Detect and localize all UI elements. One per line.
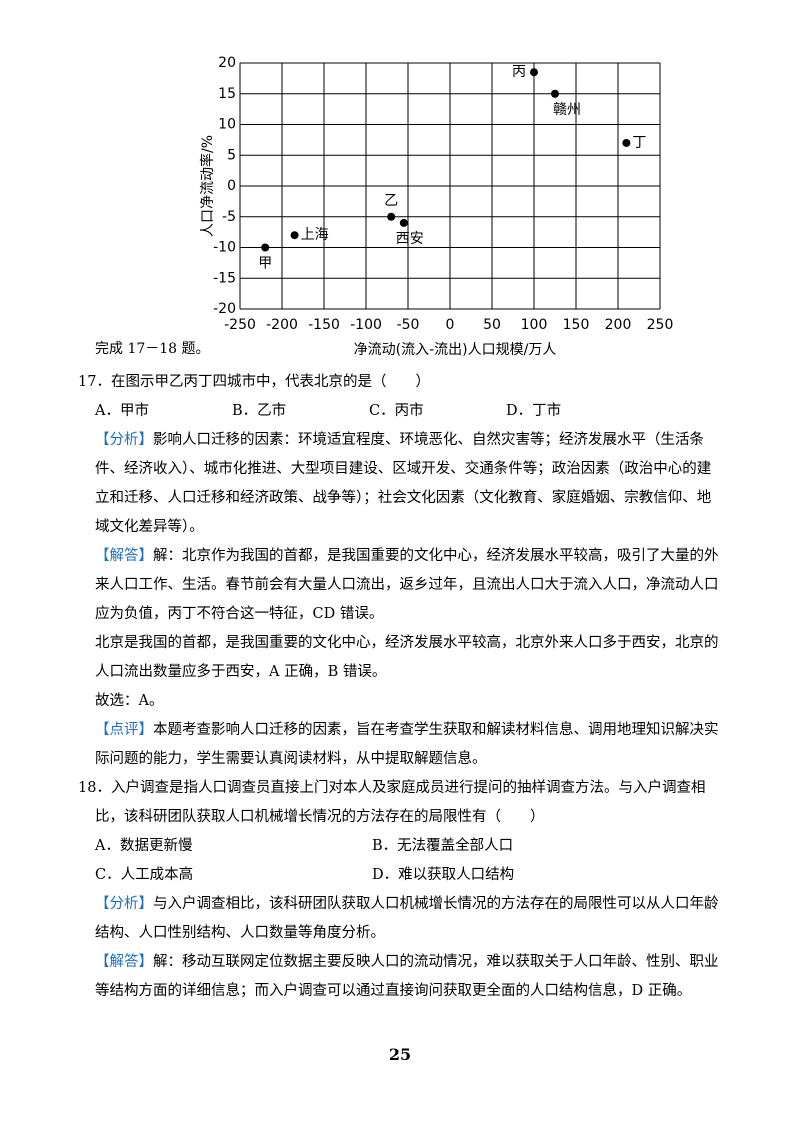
y-tick-label: 15 xyxy=(218,86,236,102)
chart: 净流动(流入-流出)人口规模/万人 人口净流动率/% -250 -200 -150-… xyxy=(199,55,674,358)
x-tick-label: -250 xyxy=(224,317,256,333)
stem-text: 在图示甲乙丙丁四城市中，代表北京的是（ ） xyxy=(110,374,430,390)
paragraph-text: 影响人口迁移的因素：环境适宜程度、环境恶化、自然灾害等；经济发展水平（生活条件、… xyxy=(95,432,712,535)
y-tick-label: -10 xyxy=(213,240,236,256)
point xyxy=(622,138,631,147)
y-tick-label: -15 xyxy=(213,270,236,286)
point-label: 上海 xyxy=(301,227,329,243)
point-label: 丁 xyxy=(632,135,646,151)
paragraph: 故选：A。 xyxy=(95,687,720,716)
option: D．难以获取人口结构 xyxy=(372,867,515,883)
intro: 完成 17－18 题。 xyxy=(95,341,210,357)
point-label: 西安 xyxy=(396,231,424,247)
point-label: 甲 xyxy=(258,256,272,272)
option: B．乙市 xyxy=(232,403,287,419)
y-tick-label: -20 xyxy=(213,301,236,317)
x-tick-label: -150 xyxy=(308,317,340,333)
option: C．丙市 xyxy=(369,403,424,419)
point xyxy=(551,89,559,98)
x-tick-label: 0 xyxy=(446,317,455,333)
x-tick-label: 150 xyxy=(563,317,590,333)
question-number: 17． xyxy=(78,374,111,390)
x-tick-label: -100 xyxy=(350,317,382,333)
y-tick-label: 5 xyxy=(227,147,236,163)
question-stem: 17．在图示甲乙丙丁四城市中，代表北京的是（ ） xyxy=(78,368,720,397)
section-tag: 【分析】 xyxy=(95,432,153,448)
paragraph: 【解答】解：移动互联网定位数据主要反映人口的流动情况，难以获取关于人口年龄、性别… xyxy=(95,948,720,1006)
paragraph: 【分析】影响人口迁移的因素：环境适宜程度、环境恶化、自然灾害等；经济发展水平（生… xyxy=(95,426,720,542)
x-tick-label: 100 xyxy=(521,317,548,333)
section-tag: 【解答】 xyxy=(95,954,153,970)
y-axis-label: 人口净流动率/% xyxy=(199,135,216,237)
paragraph: 【分析】与入户调查相比，该科研团队获取人口机械增长情况的方法存在的局限性可以从人… xyxy=(95,890,720,948)
x-tick-label: 250 xyxy=(647,317,674,333)
question: 17．在图示甲乙丙丁四城市中，代表北京的是（ ） A．甲市 B．乙市 C．丙市 D．丁市… xyxy=(78,368,720,774)
option: B．无法覆盖全部人口 xyxy=(372,838,514,854)
options: A．数据更新慢 B．无法覆盖全部人口 C．人工成本高 D．难以获取人口结构 xyxy=(95,832,720,890)
question-stem: 18．入户调查是指人口调查员直接上门对本人及家庭成员进行提问的抽样调查方法。与入… xyxy=(78,774,720,832)
x-tick-label: -200 xyxy=(266,317,298,333)
questions: 17．在图示甲乙丙丁四城市中，代表北京的是（ ） A．甲市 B．乙市 C．丙市 D．丁市… xyxy=(78,368,720,1006)
point-label: 乙 xyxy=(384,193,398,209)
paragraph-text: 北京是我国的首都，是我国重要的文化中心，经济发展水平较高，北京外来人口多于西安，… xyxy=(95,635,719,680)
point xyxy=(530,68,538,77)
options: A．甲市 B．乙市 C．丙市 D．丁市 xyxy=(95,397,720,426)
x-tick-label: 50 xyxy=(483,317,501,333)
paragraph-text: 解：移动互联网定位数据主要反映人口的流动情况，难以获取关于人口年龄、性别、职业等… xyxy=(95,954,719,999)
y-tick-label: 0 xyxy=(227,178,236,194)
question-number: 18． xyxy=(78,780,111,796)
paragraph-text: 本题考查影响人口迁移的因素，旨在考查学生获取和解读材料信息、调用地理知识解决实际… xyxy=(95,722,719,767)
question: 18．入户调查是指人口调查员直接上门对本人及家庭成员进行提问的抽样调查方法。与入… xyxy=(78,774,720,1006)
option: C．人工成本高 xyxy=(95,867,194,883)
point-label: 丙 xyxy=(512,64,526,80)
x-axis-label: 净流动(流入-流出)人口规模/万人 xyxy=(354,342,557,358)
y-tick-label: -5 xyxy=(222,209,236,225)
point xyxy=(399,218,408,227)
paragraph-text: 故选：A。 xyxy=(95,693,164,709)
option: A．甲市 xyxy=(95,403,149,419)
y-tick-label: 10 xyxy=(218,117,236,133)
paragraph: 北京是我国的首都，是我国重要的文化中心，经济发展水平较高，北京外来人口多于西安，… xyxy=(95,629,720,687)
y-tick-label: 20 xyxy=(218,55,236,71)
point-label: 赣州 xyxy=(553,102,581,118)
paragraph: 【解答】解：北京作为我国的首都，是我国重要的文化中心，经济发展水平较高，吸引了大… xyxy=(95,542,720,629)
section-tag: 【解答】 xyxy=(95,548,153,564)
point xyxy=(261,243,270,252)
x-tick-label: -50 xyxy=(397,317,420,333)
paragraph-text: 解：北京作为我国的首都，是我国重要的文化中心，经济发展水平较高，吸引了大量的外来… xyxy=(95,548,719,622)
page-number: 25 xyxy=(388,1045,412,1064)
section-tag: 【分析】 xyxy=(95,896,153,912)
x-tick-label: 200 xyxy=(605,317,632,333)
point xyxy=(387,212,396,221)
option: D．丁市 xyxy=(506,403,562,419)
section-tag: 【点评】 xyxy=(95,722,153,738)
stem-text: 入户调查是指人口调查员直接上门对本人及家庭成员进行提问的抽样调查方法。与入户调查… xyxy=(95,780,706,825)
point xyxy=(290,231,299,240)
paragraph: 【点评】本题考查影响人口迁移的因素，旨在考查学生获取和解读材料信息、调用地理知识… xyxy=(95,716,720,774)
option: A．数据更新慢 xyxy=(95,838,193,854)
paragraph-text: 与入户调查相比，该科研团队获取人口机械增长情况的方法存在的局限性可以从人口年龄结… xyxy=(95,896,719,941)
